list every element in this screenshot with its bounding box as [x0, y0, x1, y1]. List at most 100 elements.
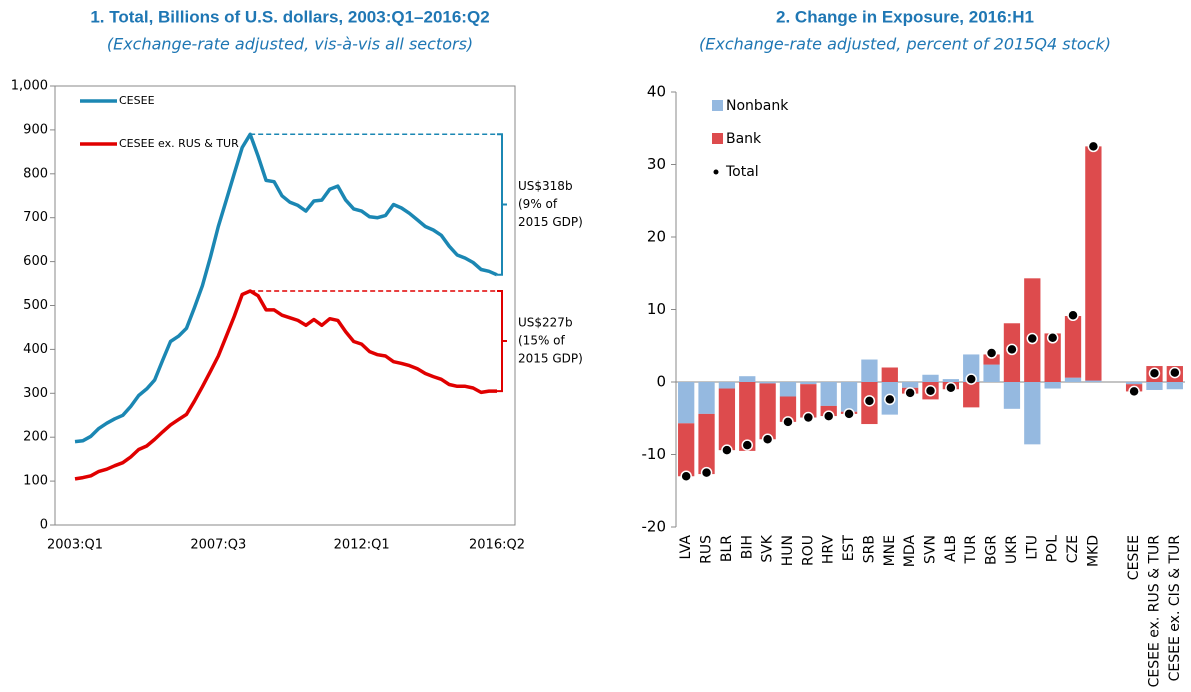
line-series [74, 289, 497, 481]
annotation: US$227b [518, 316, 573, 330]
total-dot [1169, 366, 1181, 379]
bar [901, 382, 919, 388]
bar [1044, 382, 1061, 389]
x-tick-label: CZE [1065, 535, 1081, 563]
bar [800, 382, 817, 385]
legend-swatch [712, 100, 723, 111]
y-tick-label: 20 [647, 228, 666, 246]
total-dot [700, 466, 713, 479]
x-tick-label: 2007:Q3 [190, 538, 246, 553]
total-dot [965, 373, 977, 385]
bar [1146, 382, 1163, 390]
y-tick-label: 900 [23, 122, 48, 137]
bracket [497, 290, 507, 393]
x-tick-label: RUS [699, 535, 715, 564]
chart-title: 1. Total, Billions of U.S. dollars, 2003… [90, 7, 489, 26]
chart-subtitle: (Exchange-rate adjusted, vis-à-vis all s… [107, 35, 473, 54]
bar [983, 354, 1000, 365]
y-tick-label: 100 [23, 474, 48, 489]
bar [820, 382, 837, 406]
x-tick-label: EST [841, 535, 857, 562]
x-tick-label: POL [1045, 535, 1061, 562]
bar [779, 396, 797, 422]
plot-frame [54, 85, 516, 526]
total-dot [1128, 385, 1140, 398]
x-tick-label: SRB [861, 535, 877, 563]
total-dot [1067, 309, 1079, 322]
x-tick-label: TUR [963, 535, 979, 565]
bar [698, 413, 715, 475]
legend-label: CESEE [119, 94, 155, 107]
total-dot [822, 410, 835, 422]
legend-label: CESEE ex. RUS & TUR [119, 137, 239, 150]
total-dot [904, 387, 916, 399]
legend-swatch [712, 133, 723, 144]
bar [1085, 380, 1102, 382]
bar [759, 383, 776, 440]
total-dot [721, 444, 733, 456]
y-tick-label: 300 [23, 386, 48, 401]
x-tick-label: MDA [902, 535, 918, 568]
total-dot [985, 347, 998, 359]
x-tick-label: LTU [1024, 535, 1040, 560]
legend-label: Nonbank [726, 98, 789, 114]
total-dot [1087, 140, 1100, 153]
x-tick-label: BGR [984, 535, 1000, 565]
annotation: (9% of [518, 197, 558, 211]
bar [1085, 146, 1102, 381]
bar [739, 382, 756, 451]
y-tick-label: 600 [23, 254, 48, 269]
bar [922, 374, 939, 382]
x-tick-label: MNE [882, 535, 898, 566]
bar [718, 388, 736, 451]
annotation: US$318b [518, 179, 573, 193]
bar [1064, 316, 1082, 378]
legend-label: Bank [726, 131, 762, 147]
x-tick-label: 2012:Q1 [334, 538, 390, 553]
x-tick-label: MKD [1085, 535, 1101, 567]
x-tick-label: BIH [739, 535, 755, 559]
y-tick-label: 500 [23, 298, 48, 313]
legend-swatch [713, 169, 719, 175]
x-tick-label: ALB [943, 535, 959, 562]
bar [698, 382, 715, 414]
y-tick-label: 40 [647, 83, 666, 101]
annotation: 2015 GDP) [518, 352, 583, 366]
x-tick-label: CESEE ex. CIS & TUR [1167, 535, 1183, 682]
total-dot [680, 470, 692, 482]
bar [1064, 377, 1082, 382]
total-dot [1046, 332, 1059, 344]
y-tick-label: 800 [23, 166, 48, 181]
x-tick-label: CESEE [1126, 535, 1142, 580]
total-dot [1026, 332, 1039, 345]
bar [1024, 382, 1041, 445]
bar [840, 382, 858, 412]
x-tick-label: UKR [1004, 535, 1020, 564]
total-dot [741, 439, 754, 451]
bar [861, 359, 878, 382]
bar [678, 423, 695, 477]
y-tick-label: -20 [642, 518, 667, 536]
x-tick-label: ROU [800, 535, 816, 566]
x-tick-label: SVK [760, 534, 776, 562]
bar [1003, 382, 1021, 409]
bar [800, 384, 817, 418]
bracket [497, 133, 507, 276]
total-dot [945, 382, 957, 394]
total-dot [761, 433, 774, 446]
bar [983, 364, 1000, 382]
annotation: (15% of [518, 334, 566, 348]
y-tick-label: 700 [23, 210, 48, 225]
total-dot [843, 408, 855, 420]
y-tick-label: 10 [647, 300, 666, 318]
chart-subtitle: (Exchange-rate adjusted, percent of 2015… [699, 35, 1111, 54]
x-tick-label: CESEE ex. RUS & TUR [1146, 535, 1162, 688]
bar [678, 382, 695, 424]
x-tick-label: LVA [678, 535, 694, 560]
total-dot [1148, 367, 1161, 380]
x-tick-label: HRV [821, 535, 837, 564]
y-tick-label: 200 [23, 430, 48, 445]
y-tick-label: 1,000 [11, 79, 48, 94]
x-tick-label: 2016:Q2 [469, 538, 525, 553]
